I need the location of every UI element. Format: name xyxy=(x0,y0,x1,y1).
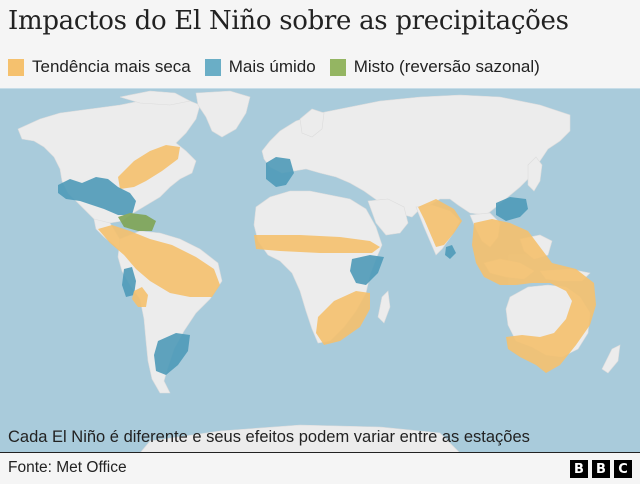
chart-title: Impactos do El Niño sobre as precipitaçõ… xyxy=(8,6,569,36)
swatch-wetter xyxy=(204,58,221,76)
region-dry-sahel xyxy=(254,235,380,253)
footer: Fonte: Met Office B B C xyxy=(0,453,640,484)
logo-letter: C xyxy=(614,460,632,478)
legend: Tendência mais seca Mais úmido Misto (re… xyxy=(8,55,554,79)
swatch-drier xyxy=(8,58,24,76)
divider xyxy=(0,452,640,453)
footnote: Cada El Niño é diferente e seus efeitos … xyxy=(8,428,530,446)
legend-item-wetter: Mais úmido xyxy=(204,57,316,77)
logo-letter: B xyxy=(592,460,610,478)
region-dry-northeast-us xyxy=(118,145,180,189)
logo-letter: B xyxy=(570,460,588,478)
region-dry-india xyxy=(418,199,462,247)
world-map xyxy=(0,88,640,452)
legend-label: Tendência mais seca xyxy=(32,57,191,76)
region-wet-sri-lanka xyxy=(445,245,456,259)
region-dry-northern-south-america xyxy=(98,225,220,297)
legend-label: Misto (reversão sazonal) xyxy=(353,57,540,76)
bbc-logo: B B C xyxy=(566,460,632,478)
region-mixed-caribbean xyxy=(118,213,156,231)
region-wet-south-us xyxy=(58,177,136,215)
swatch-mixed xyxy=(329,58,346,76)
region-dry-peru xyxy=(132,287,148,307)
region-wet-southeast-south-america xyxy=(154,333,190,375)
region-wet-southeast-china xyxy=(496,197,528,221)
source-label: Fonte: Met Office xyxy=(8,459,127,476)
region-wet-east-africa xyxy=(350,255,384,285)
legend-item-mixed: Misto (reversão sazonal) xyxy=(329,57,540,77)
legend-item-drier: Tendência mais seca xyxy=(8,57,191,77)
regions xyxy=(58,145,596,375)
legend-label: Mais úmido xyxy=(228,57,316,76)
region-dry-southern-africa xyxy=(316,291,370,345)
map-svg xyxy=(17,90,621,452)
region-wet-iberia xyxy=(266,157,294,187)
region-wet-ecuador xyxy=(122,267,136,297)
region-dry-maritime-continent-australia xyxy=(472,219,596,373)
